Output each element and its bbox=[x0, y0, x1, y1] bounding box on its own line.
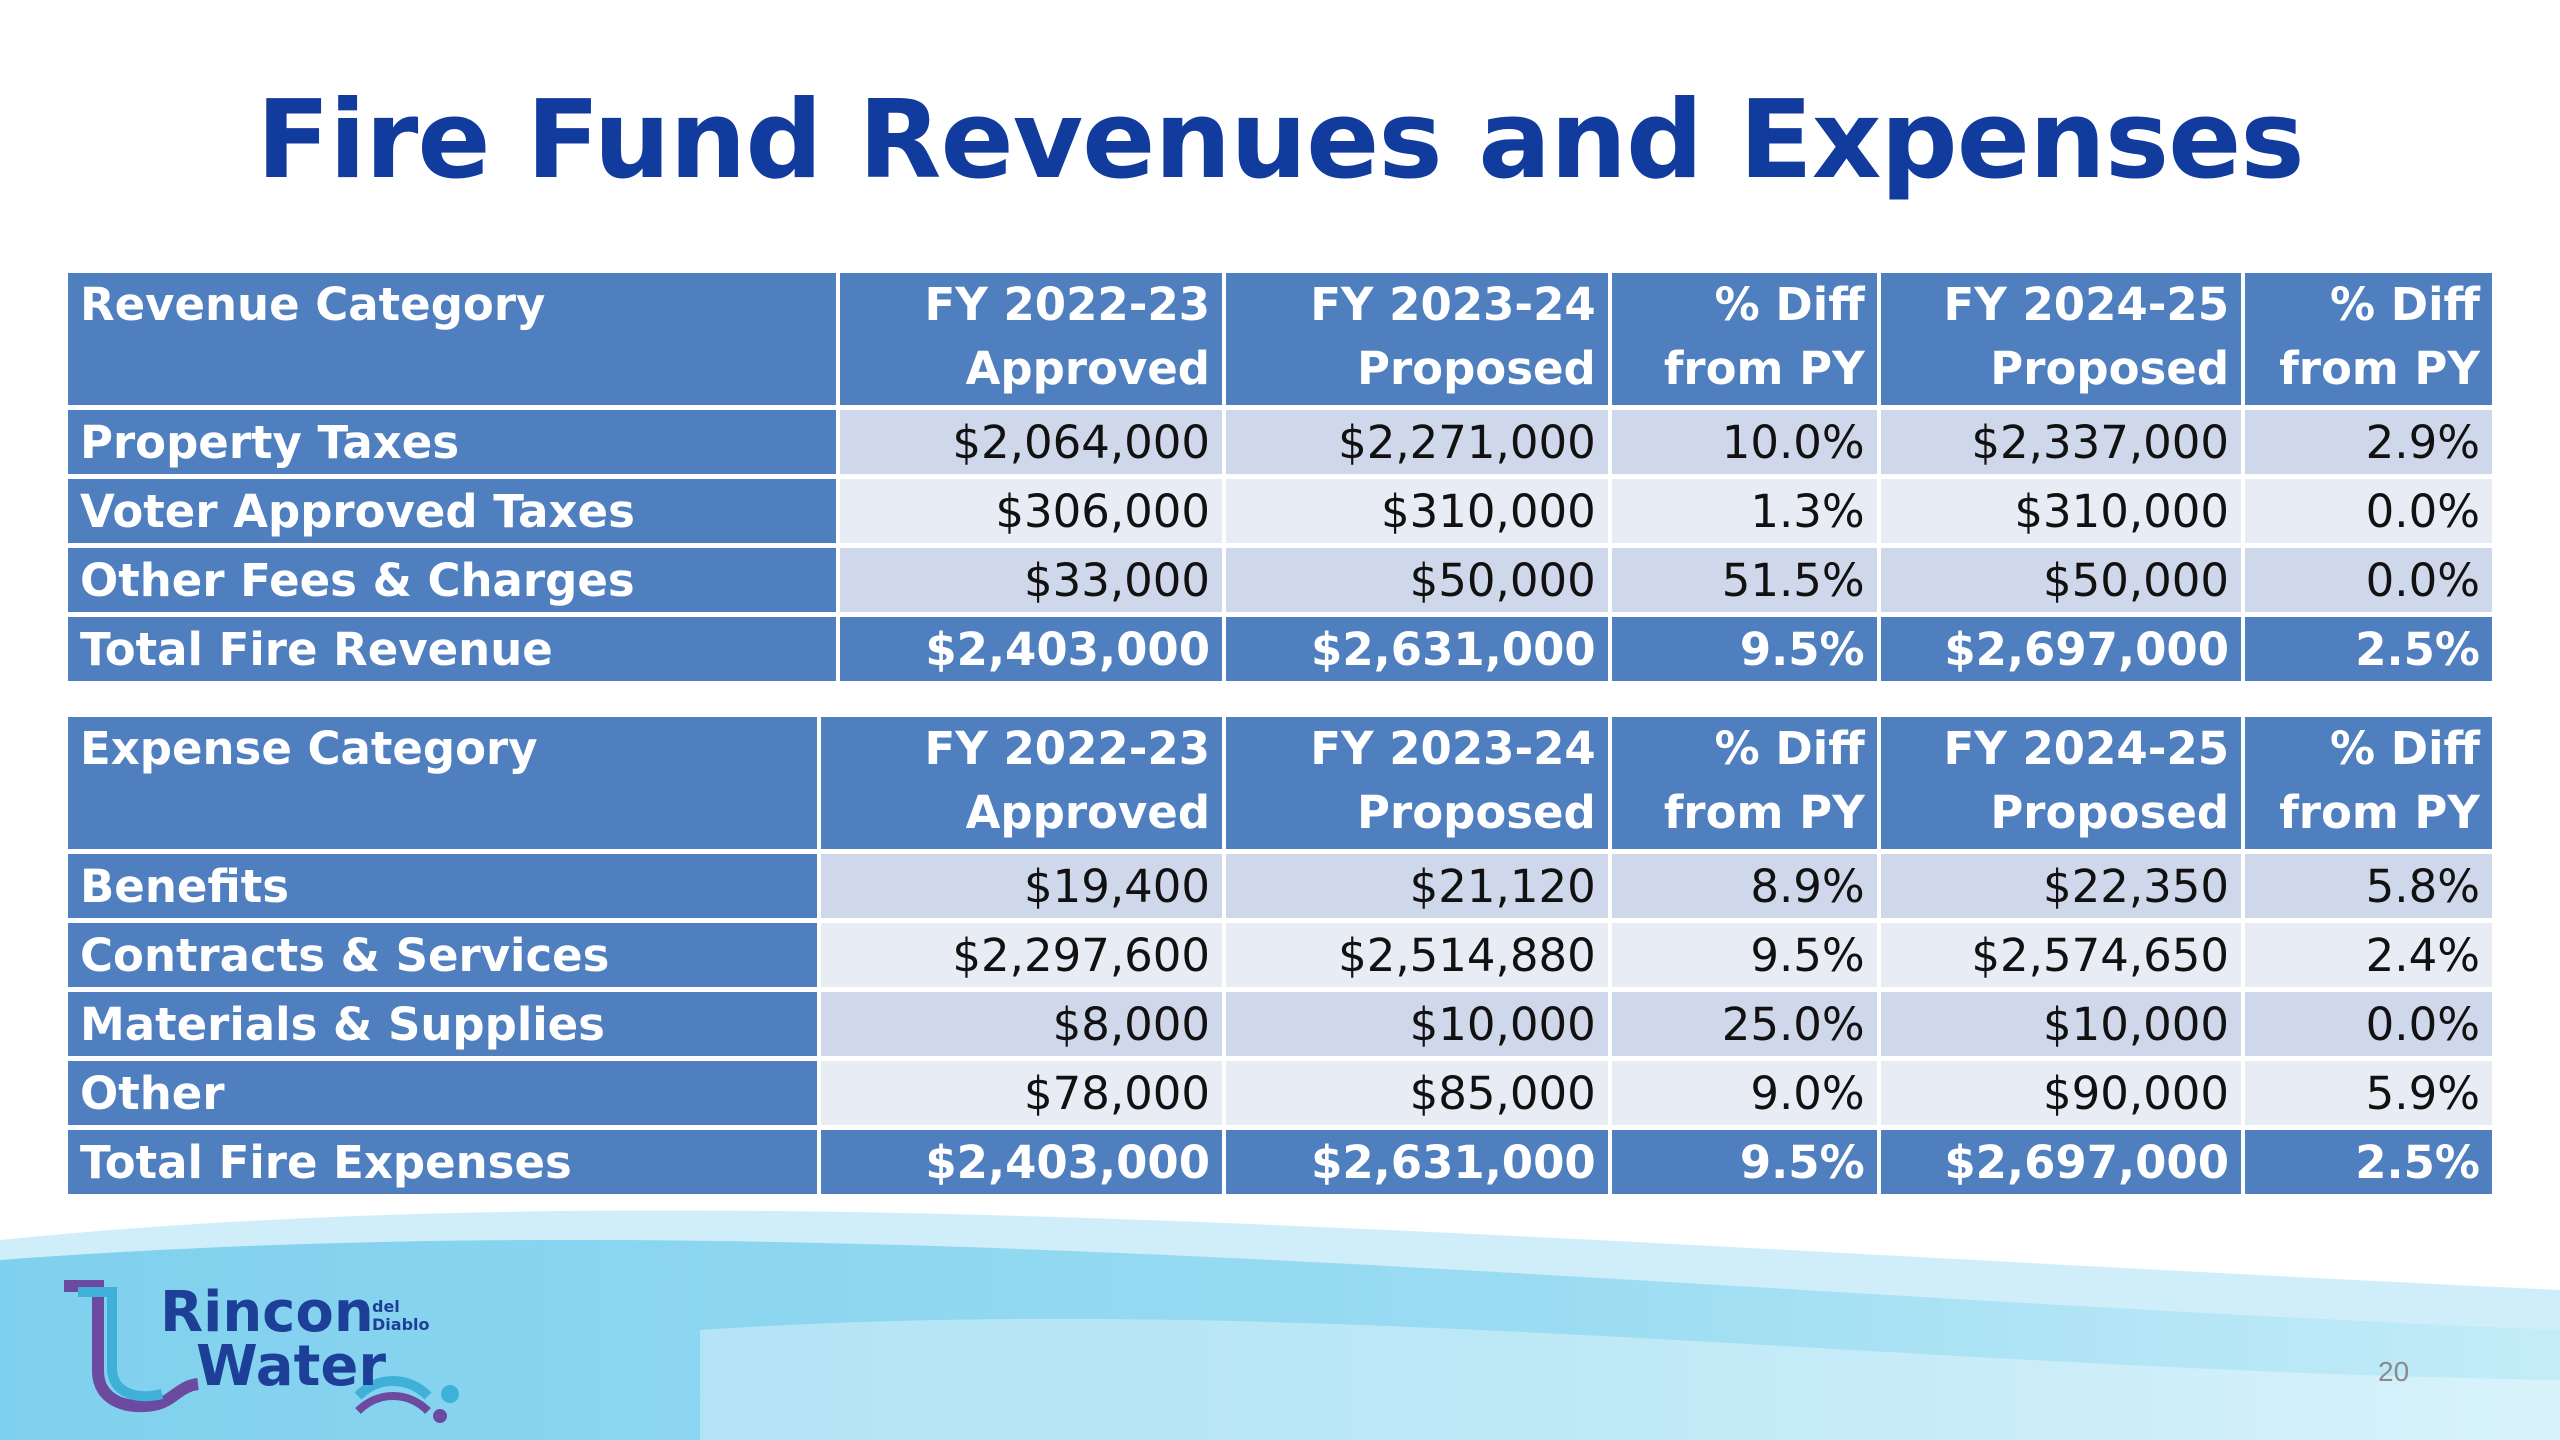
slide-title: Fire Fund Revenues and Expenses bbox=[256, 78, 2304, 203]
total-value: $2,697,000 bbox=[1880, 1130, 2242, 1194]
total-value: $2,403,000 bbox=[820, 1130, 1223, 1194]
logo-text-rincon: Rincon bbox=[160, 1280, 374, 1345]
pct-diff-header: % Diff from PY bbox=[1611, 717, 1877, 849]
fy2324-header: FY 2023-24 Proposed bbox=[1226, 717, 1608, 849]
table-row: Other Fees & Charges $33,000 $50,000 51.… bbox=[68, 548, 2492, 612]
cell-value: $8,000 bbox=[820, 992, 1223, 1056]
expense-header-row: Expense Category FY 2022-23 Approved FY 2… bbox=[68, 717, 2492, 849]
pct-diff-header-2: % Diff from PY bbox=[2245, 273, 2492, 405]
row-label: Other Fees & Charges bbox=[68, 548, 837, 612]
fy2223-header: FY 2022-23 Approved bbox=[840, 273, 1223, 405]
cell-value: $306,000 bbox=[840, 479, 1223, 543]
cell-value: $2,514,880 bbox=[1226, 923, 1608, 987]
cell-value: $78,000 bbox=[820, 1061, 1223, 1125]
total-value: $2,697,000 bbox=[1880, 617, 2242, 681]
revenue-header-row: Revenue Category FY 2022-23 Approved FY 2… bbox=[68, 273, 2492, 405]
cell-value: 25.0% bbox=[1611, 992, 1877, 1056]
total-value: $2,631,000 bbox=[1226, 617, 1608, 681]
cell-value: 10.0% bbox=[1611, 410, 1877, 474]
row-label: Other bbox=[68, 1061, 817, 1125]
cell-value: $22,350 bbox=[1880, 854, 2242, 918]
cell-value: $2,297,600 bbox=[820, 923, 1223, 987]
cell-value: 51.5% bbox=[1611, 548, 1877, 612]
total-value: $2,631,000 bbox=[1226, 1130, 1608, 1194]
cell-value: 9.0% bbox=[1611, 1061, 1877, 1125]
cell-value: $2,574,650 bbox=[1880, 923, 2242, 987]
fy2223-header: FY 2022-23 Approved bbox=[820, 717, 1223, 849]
table-row: Voter Approved Taxes $306,000 $310,000 1… bbox=[68, 479, 2492, 543]
total-value: 9.5% bbox=[1611, 617, 1877, 681]
row-label: Contracts & Services bbox=[68, 923, 817, 987]
cell-value: 5.8% bbox=[2245, 854, 2492, 918]
cell-value: 0.0% bbox=[2245, 548, 2492, 612]
cell-value: $10,000 bbox=[1880, 992, 2242, 1056]
cell-value: 9.5% bbox=[1611, 923, 1877, 987]
logo-text-water: Water bbox=[196, 1334, 386, 1399]
fy2425-header: FY 2024-25 Proposed bbox=[1880, 273, 2242, 405]
logo-text-del-diablo: del Diablo bbox=[372, 1297, 430, 1334]
table-row: Benefits $19,400 $21,120 8.9% $22,350 5.… bbox=[68, 854, 2492, 918]
total-label: Total Fire Expenses bbox=[68, 1130, 817, 1194]
cell-value: 1.3% bbox=[1611, 479, 1877, 543]
cell-value: 0.0% bbox=[2245, 479, 2492, 543]
row-label: Benefits bbox=[68, 854, 817, 918]
total-label: Total Fire Revenue bbox=[68, 617, 837, 681]
total-value: 9.5% bbox=[1611, 1130, 1877, 1194]
table-row: Materials & Supplies $8,000 $10,000 25.0… bbox=[68, 992, 2492, 1056]
total-row: Total Fire Revenue $2,403,000 $2,631,000… bbox=[68, 617, 2492, 681]
table-row: Other $78,000 $85,000 9.0% $90,000 5.9% bbox=[68, 1061, 2492, 1125]
revenue-category-header: Revenue Category bbox=[68, 273, 837, 405]
row-label: Materials & Supplies bbox=[68, 992, 817, 1056]
cell-value: $21,120 bbox=[1226, 854, 1608, 918]
fy2425-header: FY 2024-25 Proposed bbox=[1880, 717, 2242, 849]
page-number: 20 bbox=[2378, 1356, 2410, 1387]
cell-value: $33,000 bbox=[840, 548, 1223, 612]
row-label: Property Taxes bbox=[68, 410, 837, 474]
pct-diff-header: % Diff from PY bbox=[1611, 273, 1877, 405]
cell-value: 0.0% bbox=[2245, 992, 2492, 1056]
revenue-table: Revenue Category FY 2022-23 Approved FY 2… bbox=[64, 268, 2496, 686]
cell-value: $50,000 bbox=[1226, 548, 1608, 612]
cell-value: 2.4% bbox=[2245, 923, 2492, 987]
total-row: Total Fire Expenses $2,403,000 $2,631,00… bbox=[68, 1130, 2492, 1194]
rincon-water-logo-icon bbox=[64, 1280, 459, 1423]
table-row: Contracts & Services $2,297,600 $2,514,8… bbox=[68, 923, 2492, 987]
total-value: 2.5% bbox=[2245, 1130, 2492, 1194]
expense-category-header: Expense Category bbox=[68, 717, 817, 849]
total-value: $2,403,000 bbox=[840, 617, 1223, 681]
cell-value: $90,000 bbox=[1880, 1061, 2242, 1125]
cell-value: $85,000 bbox=[1226, 1061, 1608, 1125]
cell-value: $10,000 bbox=[1226, 992, 1608, 1056]
cell-value: $2,271,000 bbox=[1226, 410, 1608, 474]
cell-value: 8.9% bbox=[1611, 854, 1877, 918]
cell-value: 2.9% bbox=[2245, 410, 2492, 474]
expense-table: Expense Category FY 2022-23 Approved FY 2… bbox=[64, 712, 2496, 1199]
pct-diff-header-2: % Diff from PY bbox=[2245, 717, 2492, 849]
table-row: Property Taxes $2,064,000 $2,271,000 10.… bbox=[68, 410, 2492, 474]
cell-value: 5.9% bbox=[2245, 1061, 2492, 1125]
cell-value: $310,000 bbox=[1226, 479, 1608, 543]
cell-value: $2,064,000 bbox=[840, 410, 1223, 474]
cell-value: $310,000 bbox=[1880, 479, 2242, 543]
cell-value: $19,400 bbox=[820, 854, 1223, 918]
fy2324-header: FY 2023-24 Proposed bbox=[1226, 273, 1608, 405]
total-value: 2.5% bbox=[2245, 617, 2492, 681]
cell-value: $50,000 bbox=[1880, 548, 2242, 612]
footer-wave bbox=[0, 1210, 2560, 1440]
cell-value: $2,337,000 bbox=[1880, 410, 2242, 474]
row-label: Voter Approved Taxes bbox=[68, 479, 837, 543]
